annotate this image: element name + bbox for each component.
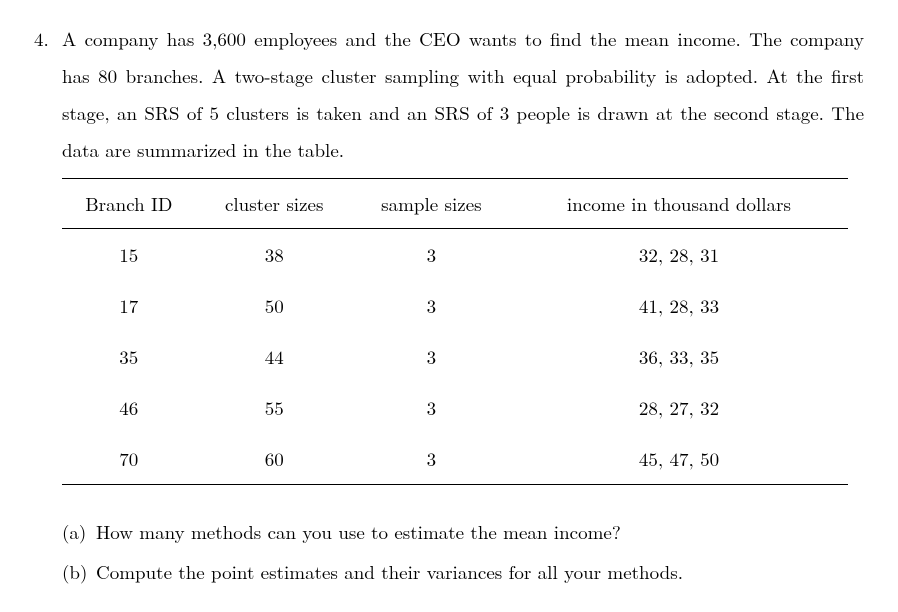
cell-income: 32, 28, 31: [510, 229, 848, 281]
cell-income: 41, 28, 33: [510, 280, 848, 331]
table-row: 15 38 3 32, 28, 31: [62, 229, 848, 281]
cell-sample-size: 3: [353, 331, 510, 382]
col-header-branch-id: Branch ID: [62, 179, 196, 229]
part-a-label: (a): [62, 513, 96, 550]
cell-sample-size: 3: [353, 229, 510, 281]
problem-block: 4. A company has 3,600 employees and the…: [34, 20, 864, 592]
table-row: 35 44 3 36, 33, 35: [62, 331, 848, 382]
table-row: 70 60 3 45, 47, 50: [62, 433, 848, 485]
cell-income: 45, 47, 50: [510, 433, 848, 485]
col-header-cluster-sizes: cluster sizes: [196, 179, 353, 229]
cell-branch-id: 46: [62, 382, 196, 433]
part-b-label: (b): [62, 553, 96, 590]
cell-sample-size: 3: [353, 433, 510, 485]
table-row: 17 50 3 41, 28, 33: [62, 280, 848, 331]
table-header-row: Branch ID cluster sizes sample sizes inc…: [62, 179, 848, 229]
part-b-text: Compute the point estimates and their va…: [96, 553, 864, 590]
problem-body: A company has 3,600 employees and the CE…: [62, 20, 864, 592]
cell-income: 36, 33, 35: [510, 331, 848, 382]
cell-sample-size: 3: [353, 280, 510, 331]
cell-cluster-size: 50: [196, 280, 353, 331]
subparts: (a) How many methods can you use to esti…: [62, 513, 864, 589]
cell-sample-size: 3: [353, 382, 510, 433]
page: 4. A company has 3,600 employees and the…: [0, 0, 898, 612]
part-a: (a) How many methods can you use to esti…: [62, 513, 864, 550]
data-table: Branch ID cluster sizes sample sizes inc…: [62, 178, 848, 485]
problem-stem: A company has 3,600 employees and the CE…: [62, 20, 864, 168]
cell-branch-id: 15: [62, 229, 196, 281]
part-b: (b) Compute the point estimates and thei…: [62, 553, 864, 590]
cell-cluster-size: 38: [196, 229, 353, 281]
cell-branch-id: 17: [62, 280, 196, 331]
data-table-wrap: Branch ID cluster sizes sample sizes inc…: [62, 178, 864, 485]
cell-cluster-size: 44: [196, 331, 353, 382]
col-header-sample-sizes: sample sizes: [353, 179, 510, 229]
cell-branch-id: 35: [62, 331, 196, 382]
problem-number: 4.: [34, 20, 62, 57]
col-header-income: income in thousand dollars: [510, 179, 848, 229]
cell-cluster-size: 55: [196, 382, 353, 433]
part-a-text: How many methods can you use to estimate…: [96, 513, 864, 550]
cell-income: 28, 27, 32: [510, 382, 848, 433]
cell-branch-id: 70: [62, 433, 196, 485]
cell-cluster-size: 60: [196, 433, 353, 485]
table-row: 46 55 3 28, 27, 32: [62, 382, 848, 433]
